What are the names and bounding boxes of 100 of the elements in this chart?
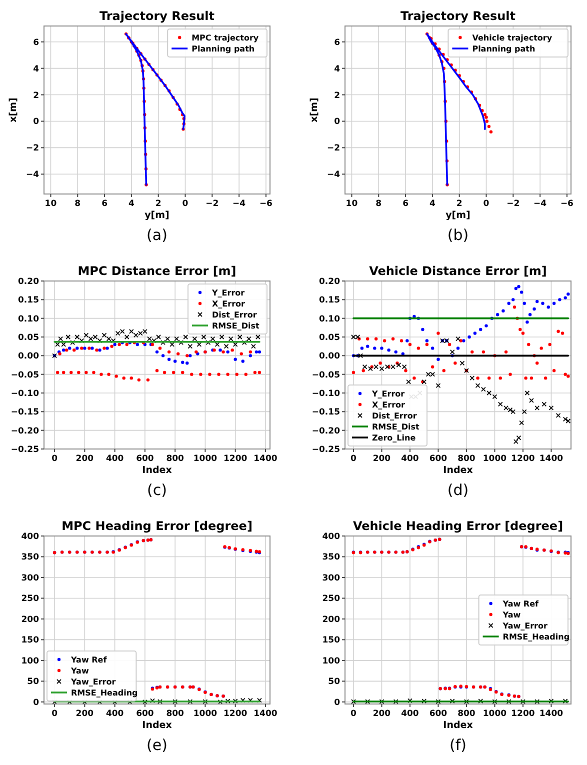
x-tick-label: 200 [76,709,94,719]
x-tick-label: 2 [155,199,162,209]
chart-title: Trajectory Result [400,9,516,23]
y-tick-label: 50 [27,677,40,688]
x-axis-title: Index [443,465,473,476]
legend-label: X_Error [372,400,406,410]
x-tick-label: 200 [372,454,391,464]
y-tick-label: 6 [334,38,340,48]
x-tick-label: 1000 [482,454,507,464]
y-tick-label: 300 [21,573,40,584]
legend-label: Yaw_Error [502,622,548,630]
text: (c) [147,481,167,499]
x-tick-label: 1400 [254,709,278,719]
y-tick-label: −0.05 [312,370,340,380]
x-tick-label: 1000 [482,709,507,719]
y-tick-label: 4 [33,64,40,74]
y-tick-label: 0.05 [319,333,340,343]
legend-label: Dist_Error [212,310,257,320]
x-tick-label: 8 [376,199,382,209]
y-tick-label: 0.00 [18,352,40,362]
y-tick-label: 400 [322,532,340,542]
x-tick-label: −4 [534,199,547,209]
x-tick-label: 1400 [254,454,278,464]
x-tick-label: 600 [429,454,448,464]
x-tick-label: 0 [350,454,357,464]
x-tick-label: 10 [346,199,358,209]
x-tick-label: 200 [372,709,391,719]
x-tick-label: 800 [166,454,184,464]
y-tick-label: 2 [33,90,40,101]
y-tick-label: 200 [21,614,40,625]
legend-label: Yaw_Error [70,678,116,686]
x-tick-label: 1200 [511,709,535,719]
x-tick-label: 600 [136,709,154,719]
x-tick-label: 1000 [193,454,218,464]
x-tick-label: 400 [401,454,419,464]
text: (a) [146,226,168,244]
legend-label: Dist_Error [372,412,417,420]
y-tick-label: 150 [322,636,340,646]
y-tick-label: −0.25 [312,445,340,455]
x-tick-label: 600 [136,454,154,464]
x-axis-title: y[m] [446,210,470,221]
legend-label: RMSE_Dist [212,322,260,330]
x-axis-title: y[m] [144,210,170,221]
legend-label: Yaw [502,610,522,620]
y-tick-label: −0.20 [312,426,340,436]
legend-label: Planning path [472,44,536,54]
x-tick-label: 4 [128,199,134,209]
x-tick-label: −4 [232,199,246,209]
y-axis-title: x[m] [309,98,320,122]
y-tick-label: −2 [26,144,40,154]
y-tick-label: 150 [21,636,40,646]
legend-label: Yaw Ref [70,656,108,664]
x-tick-label: 400 [106,709,124,719]
x-tick-label: 1200 [511,454,535,464]
x-tick-label: 1000 [193,709,218,719]
y-tick-label: −0.15 [312,408,340,418]
y-tick-label: 0.15 [18,296,40,306]
x-tick-label: 400 [106,454,124,464]
x-tick-label: 6 [102,199,108,209]
x-tick-label: 400 [401,709,419,719]
y-tick-label: 0.20 [18,277,40,287]
y-tick-label: 0.05 [18,333,40,343]
x-tick-label: 0 [182,199,188,209]
legend-label: RMSE_Dist [372,422,420,432]
legend-label: Y_Error [211,288,245,298]
x-tick-label: 6 [402,199,409,209]
y-tick-label: 200 [322,614,340,625]
x-tick-label: −2 [506,199,520,209]
legend-label: MPC trajectory [192,34,260,42]
y-tick-label: 100 [322,656,340,666]
x-tick-label: 600 [429,709,448,719]
x-tick-label: 0 [52,454,58,464]
y-tick-label: 300 [322,573,340,584]
chart-title: MPC Heading Error [degree] [62,519,252,533]
y-tick-label: −0.25 [10,445,40,455]
y-tick-label: 0.20 [319,277,340,287]
x-tick-label: −2 [206,199,219,209]
x-tick-label: 0 [483,199,490,209]
x-tick-label: 10 [44,199,57,209]
y-tick-label: 0 [334,698,340,708]
chart-title: Trajectory Result [99,9,215,23]
text: (e) [146,736,168,754]
y-tick-label: 350 [322,552,340,563]
legend-label: Y_Error [371,390,405,398]
legend-label: X_Error [212,300,246,308]
x-tick-label: −6 [259,199,273,209]
y-tick-label: 0 [33,698,40,708]
y-tick-label: 400 [21,532,40,542]
y-tick-label: −4 [326,170,340,180]
y-tick-label: 6 [33,38,40,48]
y-tick-label: 0.15 [319,296,340,306]
y-tick-label: 0 [334,117,340,128]
x-tick-label: 2 [456,199,462,209]
y-tick-label: 0.10 [18,314,40,324]
x-tick-label: 1400 [539,709,564,719]
y-tick-label: −0.10 [312,389,340,399]
legend-label: Yaw [70,666,90,676]
y-tick-label: 250 [322,594,340,604]
y-tick-label: −0.10 [10,389,40,399]
x-tick-label: 1200 [224,709,248,719]
